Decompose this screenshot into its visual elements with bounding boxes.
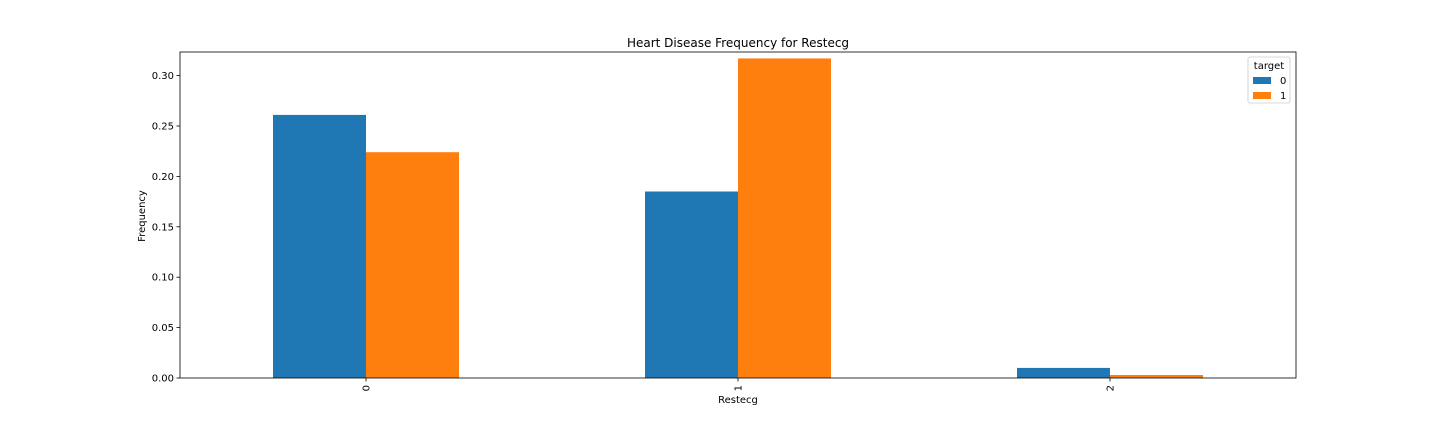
y-axis-label: Frequency — [137, 190, 148, 242]
bar-restecg-0-target-1 — [366, 152, 459, 378]
legend-swatch-0 — [1253, 77, 1271, 84]
y-tick-label: 0.25 — [152, 121, 174, 132]
bar-restecg-2-target-1 — [1110, 374, 1203, 378]
y-tick-label: 0.10 — [152, 273, 174, 284]
bar-restecg-2-target-0 — [1017, 367, 1110, 378]
x-tick-label: 2 — [1106, 385, 1117, 391]
legend-swatch-1 — [1253, 92, 1271, 99]
plot-area: 0.00 0.05 0.10 0.15 0.20 0.25 0.30 0 1 2 — [152, 51, 1297, 391]
legend-label-1: 1 — [1280, 91, 1286, 102]
y-tick-label: 0.30 — [152, 71, 174, 82]
y-tick-label: 0.00 — [152, 374, 174, 385]
y-tick-label: 0.15 — [152, 222, 174, 233]
y-tick-label: 0.20 — [152, 172, 174, 183]
y-tick-label: 0.05 — [152, 323, 174, 334]
legend-title: target — [1254, 61, 1284, 72]
bar-restecg-0-target-0 — [273, 114, 366, 379]
bar-restecg-1-target-0 — [645, 191, 738, 378]
chart-title: Heart Disease Frequency for Restecg — [627, 36, 849, 50]
x-tick-label: 1 — [734, 385, 745, 391]
bar-restecg-1-target-1 — [738, 58, 831, 378]
legend-label-0: 0 — [1280, 76, 1286, 87]
x-tick-label: 0 — [362, 385, 373, 391]
x-axis-label: Restecg — [718, 395, 758, 406]
legend: target 0 1 — [1247, 56, 1291, 104]
